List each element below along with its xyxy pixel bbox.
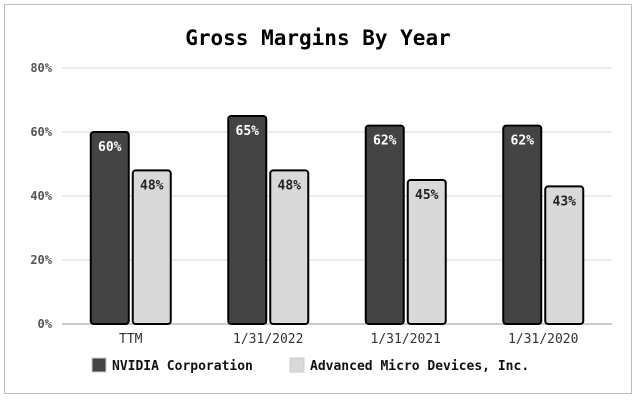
data-label: 48% <box>278 178 302 193</box>
legend-label: Advanced Micro Devices, Inc. <box>310 359 529 374</box>
bar-labels: 60% 48% 65% 48% 62% 45% 62% 43% <box>98 124 576 209</box>
legend-label: NVIDIA Corporation <box>112 359 253 374</box>
bars <box>89 115 585 325</box>
x-tick-label: 1/31/2021 <box>371 332 441 347</box>
y-tick-label: 60% <box>30 125 52 139</box>
data-label: 65% <box>236 124 260 139</box>
legend-swatch <box>91 357 107 373</box>
y-tick-label: 0% <box>38 317 53 331</box>
y-tick-label: 40% <box>30 189 52 203</box>
legend-swatch <box>289 357 305 373</box>
data-label: 43% <box>553 194 577 209</box>
y-tick-label: 80% <box>30 61 52 75</box>
data-label: 45% <box>415 188 439 203</box>
x-tick-label: 1/31/2020 <box>508 332 578 347</box>
bar <box>364 124 405 325</box>
data-label: 62% <box>511 134 535 149</box>
y-axis-ticks: 0% 20% 40% 60% 80% <box>30 61 52 331</box>
chart-title: Gross Margins By Year <box>185 26 451 50</box>
x-tick-label: 1/31/2022 <box>233 332 303 347</box>
bar <box>89 131 130 325</box>
bar <box>406 179 447 325</box>
bar <box>544 185 585 325</box>
legend: NVIDIA Corporation Advanced Micro Devices… <box>91 357 529 374</box>
x-tick-label: TTM <box>119 332 143 347</box>
data-label: 60% <box>98 140 122 155</box>
x-axis-ticks: TTM 1/31/2022 1/31/2021 1/31/2020 <box>119 332 578 347</box>
bar <box>131 169 172 325</box>
bar <box>227 115 268 325</box>
data-label: 48% <box>140 178 164 193</box>
y-tick-label: 20% <box>30 253 52 267</box>
bar <box>502 124 543 325</box>
bar <box>269 169 310 325</box>
data-label: 62% <box>373 134 397 149</box>
